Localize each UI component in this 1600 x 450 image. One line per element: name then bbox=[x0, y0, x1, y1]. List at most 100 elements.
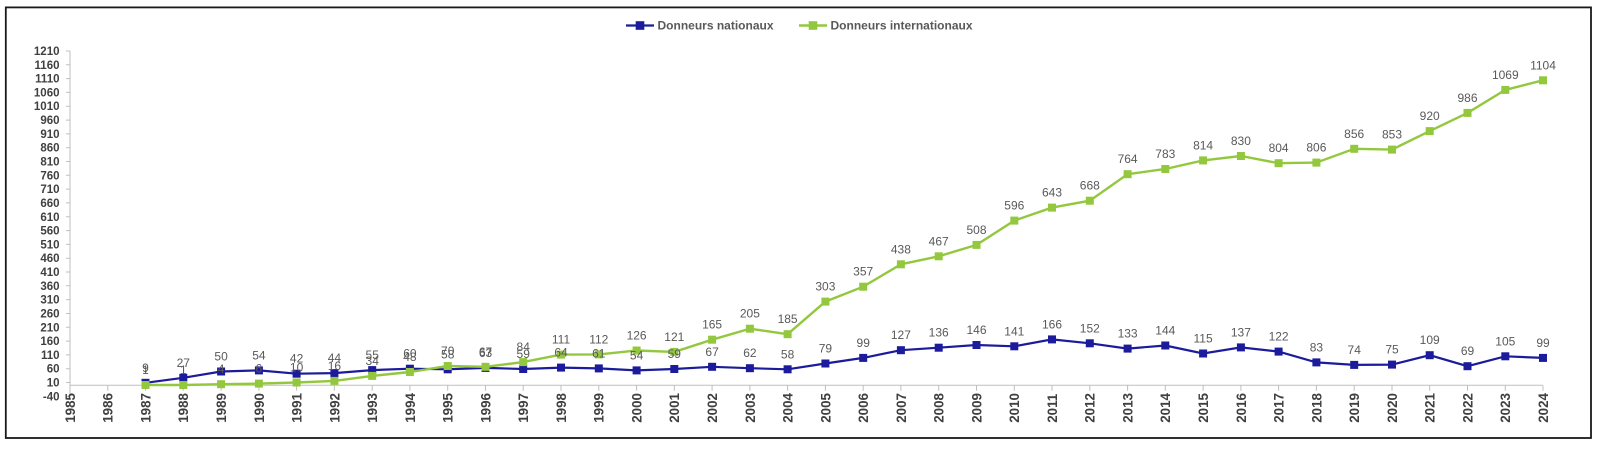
svg-text:508: 508 bbox=[966, 223, 986, 237]
svg-text:804: 804 bbox=[1269, 141, 1289, 155]
svg-text:75: 75 bbox=[1385, 343, 1399, 357]
svg-text:48: 48 bbox=[403, 350, 417, 364]
svg-text:60: 60 bbox=[47, 364, 60, 376]
svg-text:960: 960 bbox=[40, 115, 59, 127]
svg-text:643: 643 bbox=[1042, 186, 1062, 200]
svg-text:99: 99 bbox=[1536, 336, 1550, 350]
svg-text:310: 310 bbox=[40, 295, 59, 307]
svg-text:2013: 2013 bbox=[1121, 393, 1136, 423]
svg-text:1987: 1987 bbox=[138, 393, 153, 423]
svg-text:6: 6 bbox=[256, 362, 263, 376]
svg-text:2022: 2022 bbox=[1460, 393, 1475, 423]
svg-text:42: 42 bbox=[290, 352, 304, 366]
svg-text:853: 853 bbox=[1382, 128, 1402, 142]
svg-text:2023: 2023 bbox=[1498, 393, 1513, 423]
svg-text:67: 67 bbox=[479, 345, 493, 359]
svg-text:112: 112 bbox=[589, 332, 608, 346]
svg-text:1988: 1988 bbox=[176, 392, 191, 422]
svg-text:920: 920 bbox=[1420, 109, 1440, 123]
svg-text:764: 764 bbox=[1118, 152, 1138, 166]
svg-text:560: 560 bbox=[40, 226, 59, 238]
svg-text:460: 460 bbox=[40, 253, 59, 265]
svg-text:1985: 1985 bbox=[63, 392, 78, 422]
svg-text:110: 110 bbox=[41, 350, 60, 362]
svg-text:2018: 2018 bbox=[1309, 392, 1324, 422]
svg-text:2017: 2017 bbox=[1272, 393, 1287, 423]
svg-text:185: 185 bbox=[778, 312, 798, 326]
svg-text:59: 59 bbox=[668, 347, 682, 361]
svg-text:596: 596 bbox=[1004, 199, 1024, 213]
svg-text:2001: 2001 bbox=[667, 392, 682, 422]
svg-text:360: 360 bbox=[40, 281, 59, 293]
svg-text:830: 830 bbox=[1231, 134, 1251, 148]
svg-text:303: 303 bbox=[815, 280, 835, 294]
svg-text:137: 137 bbox=[1231, 325, 1251, 339]
svg-text:10: 10 bbox=[47, 378, 60, 390]
svg-text:58: 58 bbox=[781, 347, 795, 361]
svg-text:2005: 2005 bbox=[818, 392, 833, 422]
svg-text:84: 84 bbox=[517, 340, 531, 354]
svg-text:2011: 2011 bbox=[1045, 393, 1060, 423]
svg-text:467: 467 bbox=[929, 234, 949, 248]
svg-text:136: 136 bbox=[929, 326, 949, 340]
svg-text:4: 4 bbox=[218, 362, 225, 376]
svg-text:54: 54 bbox=[252, 348, 266, 362]
svg-text:2024: 2024 bbox=[1536, 392, 1551, 422]
svg-text:-40: -40 bbox=[43, 391, 60, 403]
svg-text:860: 860 bbox=[40, 143, 59, 155]
svg-text:44: 44 bbox=[328, 351, 342, 365]
svg-text:760: 760 bbox=[40, 170, 59, 182]
svg-text:2016: 2016 bbox=[1234, 393, 1249, 423]
svg-text:111: 111 bbox=[552, 333, 571, 347]
svg-text:1994: 1994 bbox=[403, 392, 418, 422]
svg-text:856: 856 bbox=[1344, 127, 1364, 141]
svg-text:144: 144 bbox=[1155, 324, 1175, 338]
svg-text:814: 814 bbox=[1193, 138, 1213, 152]
svg-text:1990: 1990 bbox=[252, 393, 267, 423]
svg-text:1991: 1991 bbox=[290, 392, 305, 422]
svg-text:16: 16 bbox=[328, 359, 342, 373]
svg-text:1160: 1160 bbox=[35, 60, 60, 72]
svg-text:1989: 1989 bbox=[214, 393, 229, 423]
svg-text:Donneurs internationaux: Donneurs internationaux bbox=[831, 19, 973, 33]
svg-text:27: 27 bbox=[177, 356, 191, 370]
svg-text:1986: 1986 bbox=[101, 393, 116, 423]
svg-text:1110: 1110 bbox=[35, 74, 59, 86]
svg-text:126: 126 bbox=[627, 329, 647, 343]
svg-text:67: 67 bbox=[705, 345, 719, 359]
svg-text:2007: 2007 bbox=[894, 393, 909, 423]
svg-text:910: 910 bbox=[40, 129, 59, 141]
svg-text:50: 50 bbox=[214, 350, 228, 364]
svg-text:2000: 2000 bbox=[630, 393, 645, 423]
svg-text:121: 121 bbox=[664, 330, 684, 344]
svg-text:115: 115 bbox=[1194, 332, 1213, 346]
svg-text:1104: 1104 bbox=[1530, 58, 1556, 72]
svg-text:146: 146 bbox=[966, 323, 986, 337]
svg-text:806: 806 bbox=[1306, 141, 1326, 155]
svg-text:2004: 2004 bbox=[781, 392, 796, 422]
svg-text:2008: 2008 bbox=[932, 392, 947, 422]
svg-text:1069: 1069 bbox=[1492, 68, 1519, 82]
svg-text:99: 99 bbox=[857, 336, 871, 350]
svg-text:160: 160 bbox=[40, 336, 59, 348]
svg-text:2003: 2003 bbox=[743, 393, 758, 423]
svg-text:34: 34 bbox=[366, 354, 380, 368]
svg-text:710: 710 bbox=[40, 184, 59, 196]
svg-text:166: 166 bbox=[1042, 317, 1062, 331]
svg-text:438: 438 bbox=[891, 242, 911, 256]
svg-text:63: 63 bbox=[479, 346, 493, 360]
svg-text:1993: 1993 bbox=[365, 393, 380, 423]
svg-text:2009: 2009 bbox=[969, 393, 984, 423]
svg-text:1996: 1996 bbox=[478, 393, 493, 423]
svg-text:2010: 2010 bbox=[1007, 393, 1022, 423]
svg-text:810: 810 bbox=[40, 157, 59, 169]
svg-text:141: 141 bbox=[1004, 324, 1024, 338]
svg-text:58: 58 bbox=[441, 347, 455, 361]
svg-text:1210: 1210 bbox=[34, 46, 60, 58]
svg-text:69: 69 bbox=[1461, 344, 1475, 358]
svg-text:9: 9 bbox=[142, 361, 149, 375]
svg-text:783: 783 bbox=[1155, 147, 1175, 161]
svg-text:2019: 2019 bbox=[1347, 393, 1362, 423]
svg-text:1060: 1060 bbox=[34, 87, 60, 99]
svg-text:70: 70 bbox=[441, 344, 455, 358]
